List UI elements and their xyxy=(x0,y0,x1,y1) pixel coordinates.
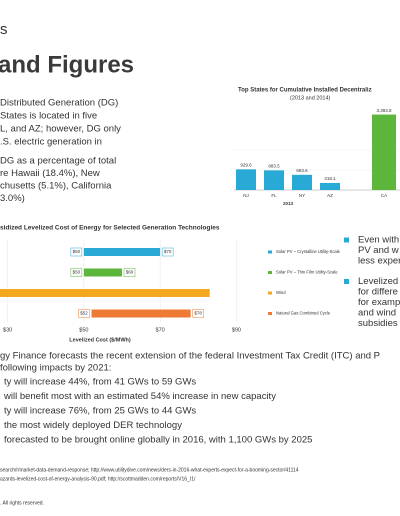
legend-label: Wind xyxy=(276,290,286,295)
label-box xyxy=(161,247,174,257)
bullet-square xyxy=(344,279,349,284)
bar-label: $52 xyxy=(80,311,88,316)
paragraph-line: re Hawaii (18.4%), New xyxy=(0,168,100,179)
body-line: gy Finance forecasts the recent extensio… xyxy=(0,351,380,362)
chart-subtitle: (2013 and 2014) xyxy=(290,95,331,101)
bar xyxy=(264,170,284,190)
body-bullet: will benefit most with an estimated 54% … xyxy=(3,391,276,402)
label-box xyxy=(70,268,83,277)
bar-label: $50 xyxy=(73,270,81,275)
category-label: FL xyxy=(271,193,277,198)
bullet-line: subsidies xyxy=(358,318,398,329)
chart-title: sidized Levelized Cost of Energy for Sel… xyxy=(0,225,220,232)
legend-swatch xyxy=(268,291,272,295)
source-line: search/r/market-data-demand-response; ht… xyxy=(0,467,299,473)
bullet-square xyxy=(344,237,349,243)
group-label: 2013 xyxy=(283,201,294,206)
label-box xyxy=(78,309,90,318)
category-label: NY xyxy=(299,193,305,198)
label-box xyxy=(123,268,136,277)
bar-label: $60 xyxy=(126,270,134,275)
bar xyxy=(320,182,340,190)
range-bar xyxy=(0,289,210,297)
body-bullet: the most widely deployed DER technology xyxy=(4,420,182,431)
legend-label: Solar PV – Crystalline Utility-Scale xyxy=(276,249,341,254)
bullet-line: Levelized xyxy=(358,276,398,287)
legend-swatch xyxy=(268,250,272,254)
range-bar xyxy=(83,268,122,277)
paragraph-line: .S. electric generation in xyxy=(0,137,102,148)
paragraph-line: Distributed Generation (DG) xyxy=(0,98,118,109)
paragraph-line: chusetts (5.1%), California xyxy=(0,181,112,192)
paragraph-line: 3.0%) xyxy=(0,193,25,204)
bar-label: $78 xyxy=(194,311,202,316)
bar xyxy=(236,169,256,190)
label-box xyxy=(70,247,83,257)
paragraph-line: States is located in five xyxy=(0,111,97,122)
x-tick-label: $50 xyxy=(79,327,88,333)
header-kicker: s xyxy=(0,21,8,38)
x-tick-label: $90 xyxy=(232,327,241,333)
bar-label: $70 xyxy=(164,249,172,254)
footer: . All rights reserved. xyxy=(0,500,44,506)
bar-label: 929.6 xyxy=(240,163,252,168)
bullet-line: for examp xyxy=(358,297,400,308)
axis-title: Levelized Cost ($/MWh) xyxy=(69,337,131,343)
x-tick-label: $30 xyxy=(3,327,12,333)
header-title: and Figures xyxy=(0,51,134,78)
bar-label: 3,393.8 xyxy=(376,108,392,113)
bar-label: 683.6 xyxy=(296,168,308,173)
x-tick-label: $70 xyxy=(156,327,165,333)
category-label: CA xyxy=(381,193,387,198)
bar xyxy=(372,114,396,190)
body-line: following impacts by 2021: xyxy=(0,363,111,374)
bar xyxy=(292,174,312,190)
bullet-line: for differe xyxy=(358,287,398,298)
category-label: AZ xyxy=(327,193,333,198)
bar-label: $50 xyxy=(73,249,81,254)
label-box xyxy=(192,309,204,318)
legend-swatch xyxy=(268,271,272,274)
category-label: NJ xyxy=(243,193,249,198)
bullet-line: and wind xyxy=(358,308,396,319)
bar-label: 318.1 xyxy=(324,176,336,181)
source-line: azards-levelized-cost-of-energy-analysis… xyxy=(0,476,196,482)
range-bar xyxy=(83,248,161,256)
range-bar xyxy=(91,309,191,318)
paragraph-line: DG as a percentage of total xyxy=(0,156,116,167)
bullet-line: PV and w xyxy=(358,245,399,256)
bullet-line: less exper xyxy=(358,256,400,267)
body-bullet: ty will increase 44%, from 41 GWs to 59 … xyxy=(4,377,196,388)
bar-label: 883.5 xyxy=(268,164,280,169)
legend-swatch xyxy=(268,312,272,315)
bullet-line: Even with xyxy=(358,235,399,246)
legend-label: Solar PV – Thin Film Utility-Scale xyxy=(276,270,338,275)
paragraph-line: L, and AZ; however, DG only xyxy=(0,124,121,135)
legend-label: Natural Gas Combined Cycle xyxy=(276,311,331,316)
body-bullet: forecasted to be brought online globally… xyxy=(4,435,312,446)
chart-title: Top States for Cumulative Installed Dece… xyxy=(238,88,372,94)
body-bullet: ty will increase 76%, from 25 GWs to 44 … xyxy=(4,406,196,417)
